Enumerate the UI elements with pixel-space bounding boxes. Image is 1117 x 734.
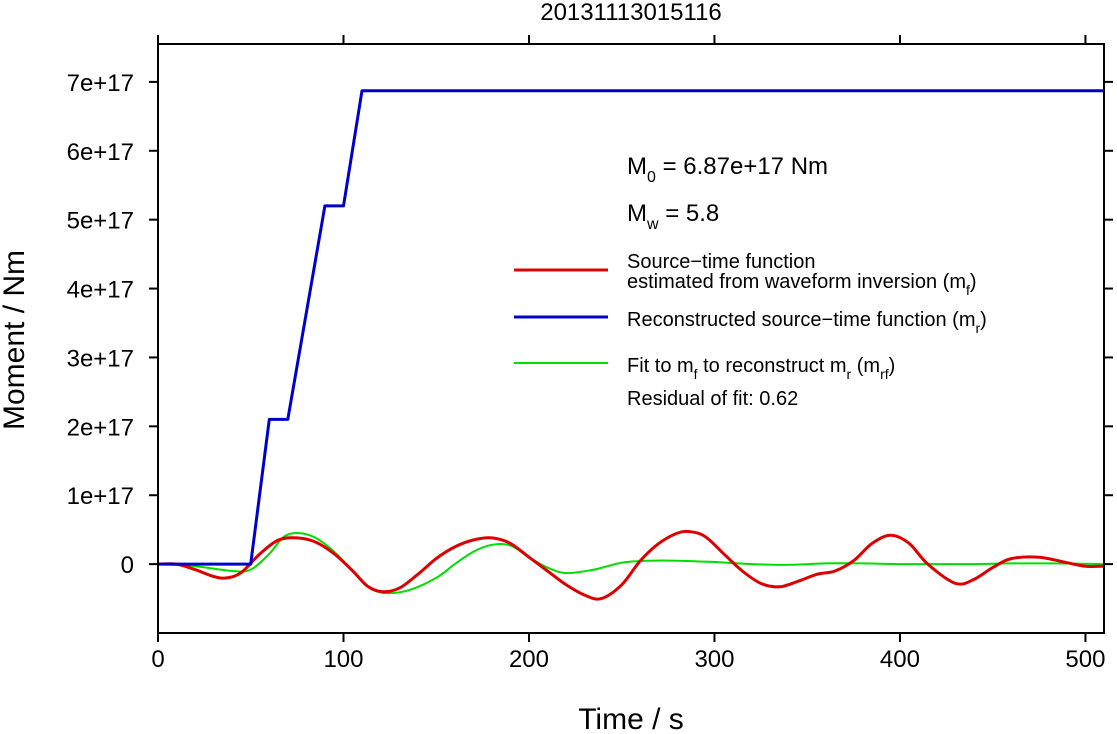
x-tick-label: 100	[323, 646, 363, 673]
series-mr-line	[158, 89, 1104, 566]
text-span: (m	[851, 355, 880, 377]
axes-group: 0 100 200 300 400 500 0 1e+17 2e+17 3e+17 4e+17 5e+…	[67, 35, 1113, 673]
subscript-span: r	[976, 320, 981, 336]
residual-of-fit-label: Residual of fit: 0.62	[627, 388, 798, 410]
chart-series-group	[157, 89, 1105, 601]
y-tick-label: 7e+17	[67, 70, 134, 97]
y-axis-label: Moment / Nm	[0, 250, 31, 430]
moment-magnitude-label: Mw = 5.8	[627, 200, 719, 233]
x-tick-label: 500	[1065, 646, 1105, 673]
text-span: )	[980, 309, 987, 331]
subscript-span: f	[966, 282, 970, 298]
y-tick-label: 1e+17	[67, 483, 134, 510]
subscript-span: w	[646, 216, 659, 233]
x-axis-label: Time / s	[578, 703, 684, 734]
text-span: Reconstructed source−time function (m	[627, 309, 976, 331]
x-tick-label: 0	[151, 646, 164, 673]
legend-label-mrf: Fit to mf to reconstruct mr (mrf)	[627, 355, 895, 382]
subscript-span: 0	[647, 169, 656, 186]
y-tick-label: 3e+17	[67, 345, 134, 372]
text-span: = 5.8	[659, 200, 720, 227]
y-tick-label: 2e+17	[67, 414, 134, 441]
series-mf-line	[157, 529, 1105, 601]
text-span: Residual of fit: 0.62	[627, 388, 798, 410]
chart-title: 20131113015116	[540, 0, 722, 26]
legend-label-mf-line2: estimated from waveform inversion (mf)	[627, 271, 977, 298]
x-tick-label: 200	[509, 646, 549, 673]
x-tick-label: 300	[694, 646, 734, 673]
seismic-moment-label: M0 = 6.87e+17 Nm	[627, 153, 828, 186]
legend-label-mf-line1: Source−time function	[627, 251, 815, 273]
subscript-span: rf	[880, 366, 889, 382]
y-tick-label: 0	[121, 552, 134, 579]
text-span: Fit to m	[627, 355, 694, 377]
text-span: to reconstruct m	[698, 355, 847, 377]
y-tick-label: 5e+17	[67, 208, 134, 235]
subscript-span: r	[847, 366, 852, 382]
subscript-span: f	[694, 366, 698, 382]
y-tick-label: 4e+17	[67, 277, 134, 304]
y-tick-label: 6e+17	[67, 139, 134, 166]
text-span: M	[627, 153, 647, 180]
plot-frame	[157, 43, 1105, 634]
text-span: M	[627, 200, 647, 227]
text-span: )	[889, 355, 896, 377]
text-span: = 6.87e+17 Nm	[656, 153, 828, 180]
text-span: estimated from waveform inversion (m	[627, 271, 966, 293]
x-tick-label: 400	[880, 646, 920, 673]
text-span: Source−time function	[627, 251, 815, 273]
legend-label-mr: Reconstructed source−time function (mr)	[627, 309, 987, 336]
text-span: )	[970, 271, 977, 293]
